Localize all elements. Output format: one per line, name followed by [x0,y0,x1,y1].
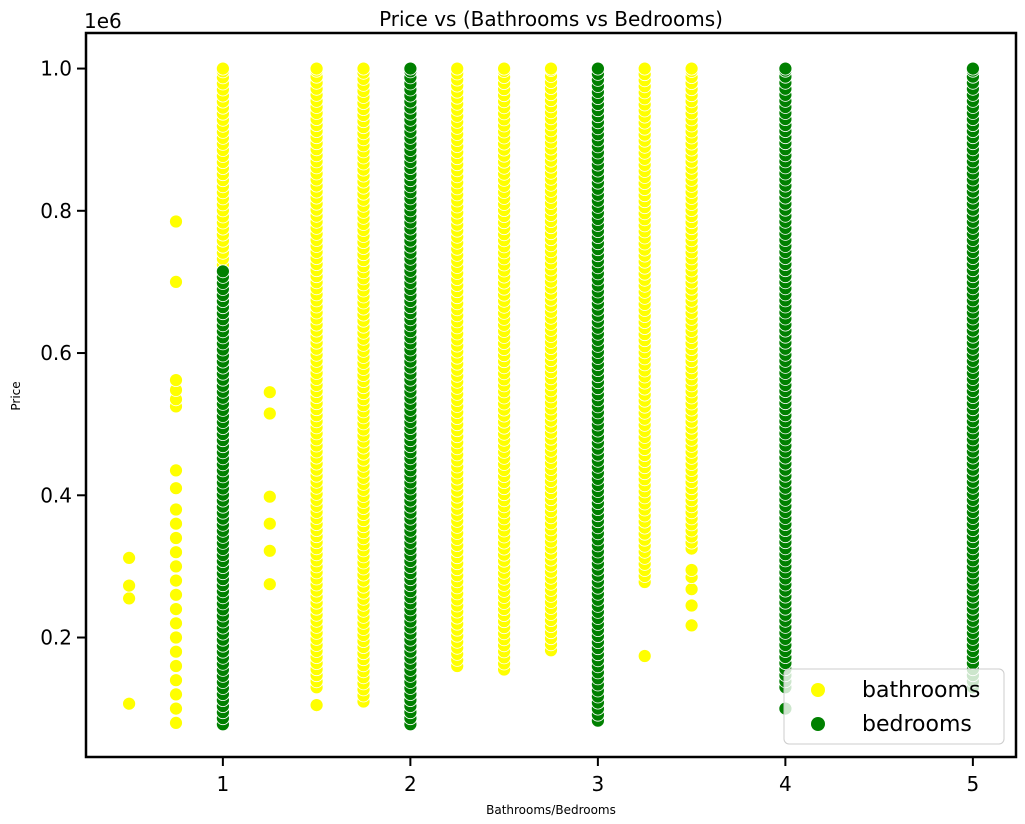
scatter-point-bathrooms [262,385,277,400]
scatter-point-bathrooms [450,61,465,76]
scatter-point-bathrooms [169,373,183,388]
y-tick-label: 0.2 [40,626,72,650]
y-tick-label: 1.0 [40,57,72,81]
scatter-point-bathrooms [637,61,652,76]
scatter-point-bedrooms [403,61,418,76]
scatter-point-bedrooms [591,61,605,76]
x-tick-label: 2 [404,772,417,796]
scatter-point-bathrooms [497,61,512,76]
scatter-point-bathrooms [309,61,324,76]
scatter-point-bathrooms [169,602,183,616]
scatter-point-bathrooms [684,582,699,597]
scatter-point-bathrooms [262,543,277,558]
scatter-point-bathrooms [169,573,183,588]
scatter-point-bathrooms [169,644,183,659]
scatter-point-bathrooms [169,587,183,602]
scatter-point-bathrooms [169,516,183,531]
scatter-point-bathrooms [122,591,137,606]
scatter-point-bathrooms [169,502,183,517]
x-axis-label: Bathrooms/Bedrooms [486,803,616,817]
scatter-point-bathrooms [684,563,699,577]
y-axis-label: Price [9,381,23,410]
legend-marker-bathrooms [811,683,825,697]
scatter-point-bathrooms [122,578,137,593]
scatter-point-bathrooms [684,598,699,613]
scatter-point-bathrooms [169,463,183,478]
chart-title: Price vs (Bathrooms vs Bedrooms) [379,7,723,31]
scatter-point-bathrooms [356,61,371,76]
x-tick-label: 3 [592,772,605,796]
scatter-point-bathrooms [169,616,183,631]
scatter-point-bathrooms [169,214,183,229]
scatter-point-bathrooms [169,545,183,560]
scatter-point-bathrooms [169,274,183,289]
scatter-point-bathrooms [684,618,699,633]
scatter-point-bedrooms [215,264,230,279]
scatter-point-bathrooms [169,687,183,702]
scatter-point-bedrooms [966,61,980,76]
y-tick-label: 0.4 [40,483,72,507]
legend-marker-bedrooms [811,717,825,731]
scatter-point-bathrooms [262,577,277,592]
scatter-point-bathrooms [262,516,277,531]
scatter-point-bathrooms [169,559,183,574]
scatter-point-bathrooms [544,61,558,76]
x-tick-label: 1 [217,772,230,796]
scatter-point-bathrooms [169,481,183,496]
plot-frame [84,31,1018,759]
scatter-point-bathrooms [169,659,183,673]
scatter-point-bathrooms [122,551,137,565]
y-axis-ticks: 0.2 0.4 0.6 0.8 1.0 [40,57,86,650]
legend-box [783,668,1005,745]
scatter-point-bedrooms [778,61,793,76]
scatter-point-bathrooms [169,630,183,645]
scatter-point-bathrooms [262,406,277,421]
scatter-point-bathrooms [262,489,277,504]
x-tick-label: 4 [779,772,792,796]
scatter-point-bathrooms [169,716,183,730]
legend-label-bedrooms: bedrooms [862,712,972,737]
scatter-point-bathrooms [309,698,324,712]
y-tick-label: 0.8 [40,199,72,223]
x-axis-ticks: 1 2 3 4 5 [217,757,980,796]
scatter-point-bathrooms [169,701,183,716]
legend: bathrooms bedrooms [783,668,1005,745]
data-points [122,61,980,732]
y-offset-label: 1e6 [84,9,122,33]
legend-label-bathrooms: bathrooms [862,678,980,703]
x-tick-label: 5 [967,772,980,796]
scatter-point-bathrooms [169,673,183,688]
scatter-point-bathrooms [169,531,183,545]
scatter-point-bathrooms [122,696,137,711]
y-tick-label: 0.6 [40,341,72,365]
scatter-point-bathrooms [215,61,230,76]
scatter-point-bathrooms [684,61,699,76]
scatter-point-bathrooms [637,649,652,663]
